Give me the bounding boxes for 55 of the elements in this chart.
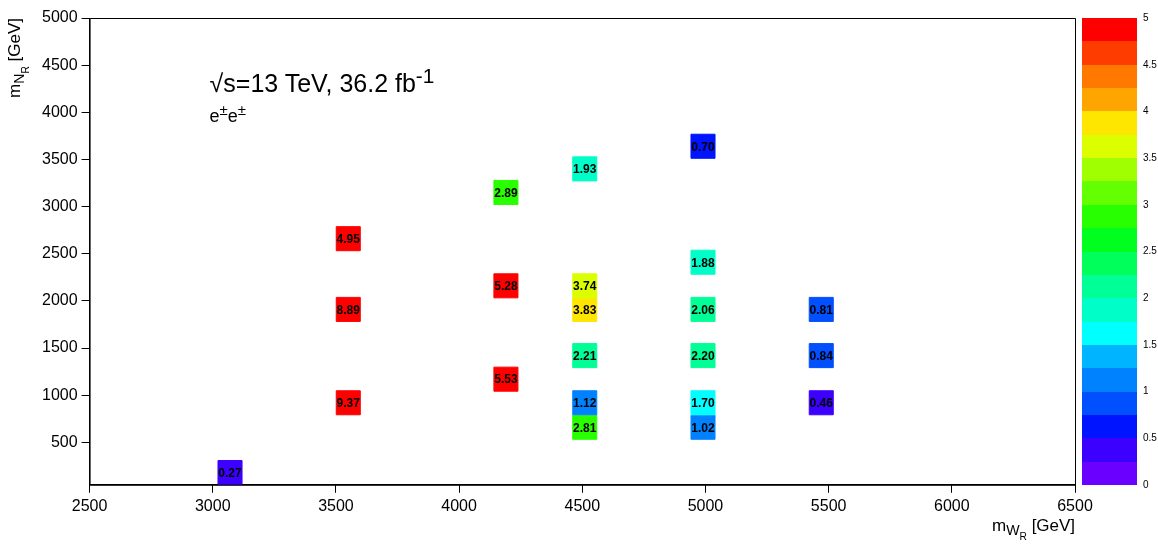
x-tick-label: 6500 — [1057, 496, 1093, 514]
y-tick-label: 2500 — [42, 244, 78, 262]
annotation: 3.74 — [573, 279, 597, 294]
annotation: √s=13 TeV, 36.2 fb$^{-1}$ — [209, 64, 435, 98]
x-tick-label: 4000 — [441, 496, 478, 514]
x-tick-label: 2500 — [71, 496, 108, 514]
y-tick-label: 5000 — [42, 8, 78, 26]
color-bar-label: 1.5 — [1143, 338, 1157, 350]
annotation: 8.89 — [336, 302, 361, 317]
annotation: 4.95 — [336, 231, 361, 246]
annotation: 0.70 — [691, 139, 716, 154]
annotation: 3.83 — [573, 302, 597, 317]
y-tick-label: 500 — [50, 432, 78, 450]
color-bar-label: 0 — [1143, 478, 1149, 490]
y-tick-label: 1000 — [42, 385, 78, 403]
annotation: 1.12 — [573, 396, 597, 411]
annotation: 1.70 — [691, 396, 716, 411]
x-tick-label: 5000 — [687, 496, 724, 514]
annotation: 0.81 — [809, 302, 834, 317]
annotation: 0.84 — [809, 348, 834, 363]
y-tick-label: 2000 — [42, 291, 78, 309]
annotation: 0.46 — [809, 396, 834, 411]
y-tick-label: 3000 — [42, 197, 78, 215]
annotation: 1.88 — [691, 255, 716, 270]
color-bar-label: 2.5 — [1143, 245, 1157, 257]
annotation: 2.21 — [573, 348, 597, 363]
x-axis-title: m$_{W}$$_{R}$ [GeV] — [992, 515, 1076, 543]
color-bar-label: 4 — [1143, 105, 1149, 117]
annotation: 5.53 — [494, 372, 518, 387]
annotation: 1.02 — [691, 420, 716, 435]
x-tick-label: 6000 — [934, 496, 970, 514]
annotation: 0.27 — [218, 465, 243, 480]
y-tick-label: 4000 — [42, 102, 78, 120]
x-tick-label: 3000 — [194, 496, 231, 514]
annotation: e$^{±}$e$^{±}$ — [209, 101, 247, 126]
annotation: 2.89 — [494, 185, 518, 200]
annotation: 9.37 — [336, 396, 361, 411]
color-bar-label: 5 — [1143, 12, 1149, 23]
x-tick-label: 5500 — [810, 496, 847, 514]
color-bar-label: 1 — [1143, 385, 1149, 397]
annotation: 2.81 — [573, 420, 597, 435]
annotation: 2.20 — [691, 348, 716, 363]
color-bar-label: 0.5 — [1143, 432, 1157, 444]
x-tick-label: 4500 — [564, 496, 601, 514]
x-tick-label: 3500 — [318, 496, 354, 514]
y-tick-label: 1500 — [42, 338, 78, 356]
color-bar-label: 4.5 — [1143, 58, 1157, 70]
color-bar-label: 3.5 — [1143, 152, 1157, 164]
color-bar-label: 2 — [1143, 292, 1149, 304]
color-bar-label: 3 — [1143, 198, 1149, 210]
annotation: 1.93 — [573, 162, 597, 177]
y-tick-label: 3500 — [42, 149, 78, 167]
annotation: 2.06 — [691, 302, 716, 317]
y-tick-label: 4500 — [42, 55, 78, 73]
annotation: 5.28 — [494, 279, 518, 294]
